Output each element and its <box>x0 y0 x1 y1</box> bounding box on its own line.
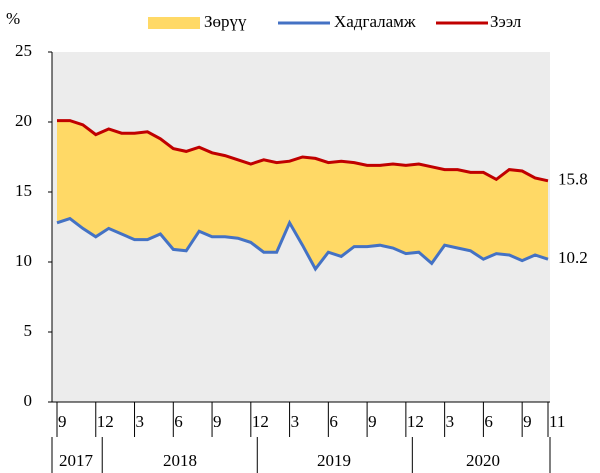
x-tick-label: 6 <box>174 412 183 431</box>
x-tick-label: 9 <box>213 412 222 431</box>
x-tick-label: 9 <box>58 412 67 431</box>
end-label: 10.2 <box>558 248 588 267</box>
x-tick-label: 3 <box>291 412 300 431</box>
legend-label: Хадгаламж <box>334 12 416 31</box>
y-tick-label: 0 <box>24 391 33 410</box>
y-tick-label: 25 <box>15 41 32 60</box>
x-tick-label: 9 <box>523 412 532 431</box>
series-line <box>56 216 549 272</box>
series-line <box>57 119 549 183</box>
x-tick-label: 3 <box>136 412 145 431</box>
x-tick-label: 6 <box>329 412 338 431</box>
year-label: 2020 <box>466 451 500 470</box>
legend-label: Зээл <box>490 12 522 31</box>
y-tick-label: 20 <box>15 111 32 130</box>
x-tick-label: 12 <box>407 412 424 431</box>
year-label: 2017 <box>59 451 94 470</box>
y-tick-label: 5 <box>24 321 33 340</box>
x-tick-label: 6 <box>484 412 493 431</box>
legend-swatch <box>148 17 200 29</box>
x-tick-label: 9 <box>368 412 377 431</box>
x-tick-label: 12 <box>97 412 114 431</box>
x-tick-label: 11 <box>549 412 565 431</box>
legend-label: Зөрүү <box>204 12 247 31</box>
y-axis-label: % <box>6 9 20 28</box>
y-tick-label: 10 <box>15 251 32 270</box>
x-tick-label: 3 <box>446 412 455 431</box>
year-label: 2018 <box>163 451 197 470</box>
year-label: 2019 <box>317 451 351 470</box>
end-label: 15.8 <box>558 170 588 189</box>
y-tick-label: 15 <box>15 181 32 200</box>
x-tick-label: 12 <box>252 412 269 431</box>
spread-area <box>57 120 548 269</box>
